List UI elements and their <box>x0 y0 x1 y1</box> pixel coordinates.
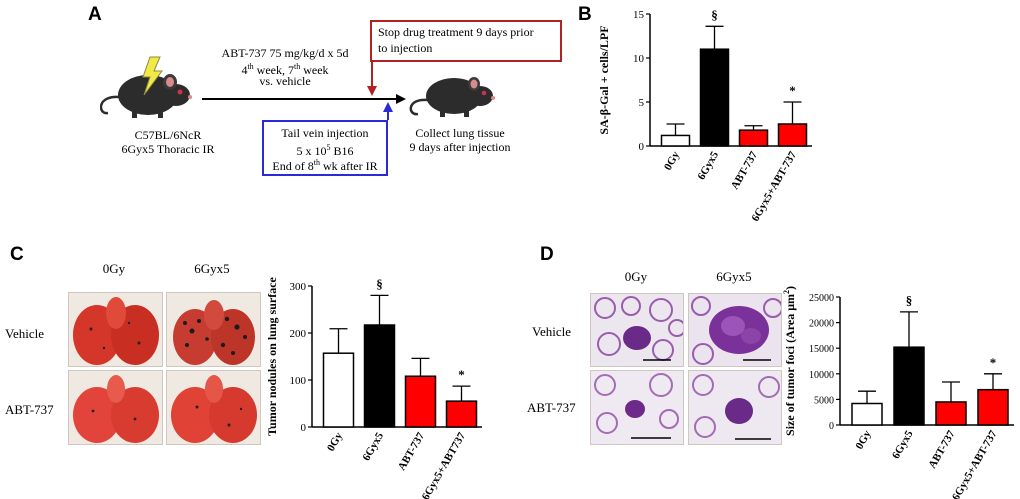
bar-0gy <box>322 352 355 428</box>
y-tick-label: 15000 <box>809 344 834 355</box>
significance-marker: § <box>711 7 718 22</box>
histology-vehicle-6gyx5 <box>688 293 782 367</box>
bar-6gyx5+abt-737 <box>977 388 1009 426</box>
bar-6gyx5 <box>699 48 730 147</box>
panel-label-a: A <box>88 4 102 25</box>
x-tick-label: 0Gy <box>662 149 682 172</box>
irradiated-mouse-illustration <box>100 56 192 118</box>
treatment-dose-label: ABT-737 75 mg/kg/d x 5d <box>221 46 349 60</box>
x-tick-label: ABT-737 <box>729 149 761 192</box>
x-tick-label: ABT-737 <box>926 428 958 471</box>
lung-photo-abt737-6gyx5 <box>166 370 261 445</box>
y-tick-label: 0 <box>301 422 307 434</box>
y-tick-label: 100 <box>290 375 307 387</box>
histo-row-vehicle: Vehicle <box>532 324 571 339</box>
lung-photo-vehicle-6gyx5 <box>166 292 261 367</box>
lung-photo-abt737-0gy <box>68 370 163 445</box>
bar-0gy <box>660 134 691 147</box>
y-tick-label: 15 <box>633 9 645 21</box>
x-tick-label: 6Gyx5+ABT737 <box>420 430 469 499</box>
y-axis-label-sup: 2 <box>782 290 791 294</box>
irradiation-label: 6Gyx5 Thoracic IR <box>121 142 215 156</box>
significance-marker: § <box>906 293 913 308</box>
bar-abt-737 <box>738 129 769 147</box>
y-tick-label: 20000 <box>809 319 834 330</box>
timeline-arrows <box>202 50 406 120</box>
x-tick-label: 6Gyx5+ABT-737 <box>950 428 1000 499</box>
photo-col-0gy: 0Gy <box>102 261 126 276</box>
treatment-weeks-label: 4th week, 7th week <box>241 62 329 77</box>
significance-marker: * <box>789 83 796 98</box>
bar-6gyx5 <box>363 324 396 428</box>
histo-row-abt737: ABT-737 <box>527 400 576 415</box>
photo-row-abt737: ABT-737 <box>5 402 54 417</box>
y-axis-label-text: SA-β-Gal + cells/LPF <box>597 25 611 134</box>
y-axis-label: SA-β-Gal + cells/LPF <box>597 25 611 134</box>
y-tick-label: 10 <box>633 53 645 65</box>
collect-tissue-label: Collect lung tissue <box>415 126 505 140</box>
y-tick-label: 300 <box>290 281 307 293</box>
chart-d: 0 5000 10000 15000 20000 25000 Size of tumor f… <box>782 286 1014 499</box>
treatment-control-label: vs. vehicle <box>259 74 311 88</box>
y-tick-label: 10000 <box>809 370 834 381</box>
histology-abt737-0gy <box>590 370 684 445</box>
x-tick-label: 6Gyx5 <box>360 430 386 463</box>
chart-b: 0 5 10 15 SA-β-Gal + cells/LPF 0Gy § 6Gyx5 ABT-7… <box>597 7 812 224</box>
y-axis-label-text: Tumor nodules on lung surface <box>265 276 279 435</box>
panel-label-c: C <box>10 244 24 265</box>
mouse-strain-label: C57BL/6NcR <box>134 128 202 142</box>
bar-6gyx5+abt-737 <box>777 123 808 147</box>
collect-timing-label: 9 days after injection <box>409 140 511 154</box>
x-tick-label: ABT-737 <box>396 430 428 473</box>
x-tick-label: 6Gyx5 <box>890 428 916 461</box>
stop-treatment-box: Stop drug treatment 9 days prior to inje… <box>370 20 562 62</box>
x-tick-label: 0Gy <box>853 428 873 451</box>
bar-6gyx5 <box>893 346 925 426</box>
bar-0gy <box>851 402 883 426</box>
y-axis-label: Size of tumor foci (Area μm2) <box>782 286 797 436</box>
histo-col-0gy: 0Gy <box>624 269 648 284</box>
radiation-bolt-icon <box>142 56 163 96</box>
y-tick-label: 0 <box>639 141 645 153</box>
significance-marker: * <box>990 355 997 370</box>
chart-c: 0 100 200 300 Tumor nodules on lung surface 0… <box>265 276 482 499</box>
y-tick-label: 25000 <box>809 293 834 304</box>
histo-col-6gyx5: 6Gyx5 <box>716 269 752 284</box>
bar-abt-737 <box>935 401 967 426</box>
histology-vehicle-0gy <box>590 293 684 367</box>
panel-label-b: B <box>578 4 592 25</box>
photo-row-vehicle: Vehicle <box>5 326 44 341</box>
bar-abt-737 <box>404 375 437 428</box>
photo-col-6gyx5: 6Gyx5 <box>194 261 230 276</box>
y-axis-label-end: ) <box>783 286 797 290</box>
y-tick-label: 200 <box>290 328 307 340</box>
y-tick-label: 5 <box>639 97 645 109</box>
bar-6gyx5+abt737 <box>445 400 478 428</box>
injection-box: Tail vein injection 5 x 105 B16 End of 8… <box>262 120 388 176</box>
y-tick-label: 0 <box>829 421 834 432</box>
mouse-illustration <box>409 77 495 117</box>
y-tick-label: 5000 <box>814 395 834 406</box>
y-axis-label: Tumor nodules on lung surface <box>265 276 279 435</box>
lung-photo-vehicle-0gy <box>68 292 163 367</box>
panel-label-d: D <box>540 244 554 265</box>
x-tick-label: 0Gy <box>325 430 345 453</box>
significance-marker: § <box>376 276 383 291</box>
histology-abt737-6gyx5 <box>688 370 782 445</box>
x-tick-label: 6Gyx5 <box>695 149 721 182</box>
significance-marker: * <box>458 367 465 382</box>
y-axis-label-text: Size of tumor foci (Area μm <box>783 294 797 436</box>
